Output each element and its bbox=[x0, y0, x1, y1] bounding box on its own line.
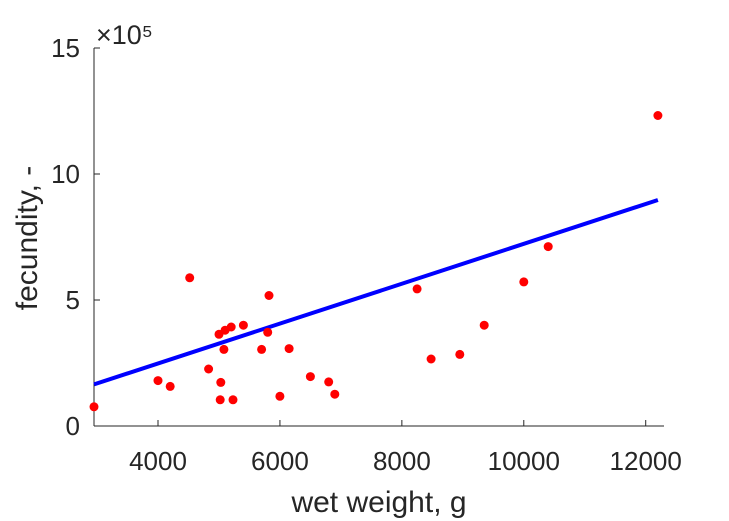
fit-line bbox=[93, 198, 659, 387]
y-axis-label: fecundity, - bbox=[11, 166, 44, 311]
data-point bbox=[215, 395, 225, 405]
fit-line-layer bbox=[93, 198, 659, 387]
data-point bbox=[264, 291, 274, 300]
data-point bbox=[426, 354, 436, 364]
data-point bbox=[543, 242, 553, 252]
data-point bbox=[412, 284, 422, 294]
data-point bbox=[263, 327, 273, 337]
data-point bbox=[204, 364, 214, 374]
y-tick-label: 0 bbox=[66, 411, 80, 441]
y-tick-label: 5 bbox=[66, 285, 80, 315]
y-axis-exponent: ×10⁵ bbox=[96, 20, 153, 50]
x-tick-label: 6000 bbox=[251, 446, 309, 476]
data-point bbox=[226, 322, 236, 332]
data-point bbox=[257, 344, 267, 354]
data-point bbox=[284, 344, 294, 354]
data-point bbox=[330, 389, 340, 399]
data-points-layer bbox=[89, 111, 663, 412]
tick-labels: 4000 6000 8000 10000 12000 0 5 10 15 bbox=[51, 33, 682, 476]
data-point bbox=[165, 381, 175, 391]
data-point bbox=[185, 273, 195, 283]
data-point bbox=[216, 377, 226, 387]
y-tick-label: 15 bbox=[51, 33, 80, 63]
x-tick-label: 4000 bbox=[129, 446, 187, 476]
x-axis-label: wet weight, g bbox=[290, 486, 466, 519]
x-tick-label: 12000 bbox=[610, 446, 682, 476]
data-point bbox=[238, 320, 248, 330]
axes bbox=[93, 47, 664, 427]
data-point bbox=[519, 277, 529, 287]
data-point bbox=[153, 376, 163, 386]
data-point bbox=[653, 111, 663, 120]
data-point bbox=[228, 395, 238, 405]
data-point bbox=[275, 391, 285, 401]
data-point bbox=[89, 402, 99, 412]
y-tick-label: 10 bbox=[51, 159, 80, 189]
x-tick-label: 8000 bbox=[373, 446, 431, 476]
x-tick-label: 10000 bbox=[488, 446, 560, 476]
data-point bbox=[219, 344, 229, 354]
data-point bbox=[455, 349, 465, 359]
data-point bbox=[479, 320, 489, 330]
data-point bbox=[305, 372, 315, 382]
data-point bbox=[324, 377, 334, 387]
